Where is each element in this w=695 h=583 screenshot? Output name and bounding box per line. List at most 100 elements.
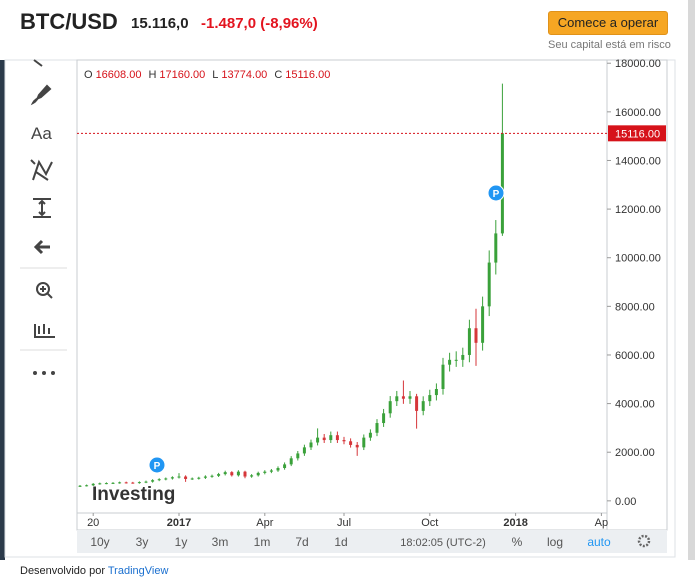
marker-label: P <box>154 461 161 472</box>
candle-body <box>448 359 452 365</box>
candle-body <box>184 476 188 479</box>
candle-body <box>349 441 353 445</box>
tool-icon[interactable] <box>33 59 43 67</box>
more-icon[interactable] <box>33 371 55 375</box>
settings-icon[interactable] <box>637 534 651 548</box>
pattern-icon[interactable] <box>30 159 53 181</box>
marker[interactable] <box>148 456 166 474</box>
candle-body <box>111 482 115 484</box>
range-button[interactable]: 10y <box>90 535 109 549</box>
candle-body <box>223 472 227 475</box>
candle-body <box>250 475 254 477</box>
candle-body <box>91 483 95 486</box>
candle-body <box>401 396 405 399</box>
range-button[interactable]: 1m <box>254 535 271 549</box>
ohlc-key: C <box>274 69 282 81</box>
candle-body <box>441 364 445 390</box>
candle-body <box>144 481 148 483</box>
watermark-brand: Investing <box>92 484 175 505</box>
brush-icon[interactable] <box>30 84 52 106</box>
y-tick-label: 18000.00 <box>615 58 661 70</box>
candle-body <box>78 485 82 487</box>
candle-body <box>329 435 333 441</box>
ohlc-key: H <box>148 69 156 81</box>
y-tick-label: 12000.00 <box>615 204 661 216</box>
candle-body <box>197 477 201 479</box>
chart-widget: Aa 0.00 2000.00 4000.00 6000.00 8000.00 10000… <box>0 0 695 560</box>
candle-body <box>289 458 293 465</box>
candle-body <box>309 442 313 448</box>
candle-body <box>118 482 122 484</box>
y-tick-label: 6000.00 <box>615 350 655 362</box>
trade-button[interactable]: Comece a operar <box>548 11 668 35</box>
marker[interactable] <box>487 184 505 202</box>
back-icon[interactable] <box>33 239 50 255</box>
y-tick-label: 10000.00 <box>615 253 661 265</box>
range-bar <box>77 530 667 553</box>
candle-body <box>190 478 194 480</box>
candle-body <box>256 472 260 476</box>
candle-body <box>335 435 339 441</box>
x-tick-label: 20 <box>87 517 99 529</box>
watermark: Investing <box>92 484 175 505</box>
candle-body <box>461 354 465 360</box>
x-tick-label: 2017 <box>167 517 191 529</box>
candle-body <box>454 359 458 361</box>
candle-body <box>151 480 155 482</box>
range-button[interactable]: 7d <box>295 535 308 549</box>
range-button[interactable]: 1y <box>175 535 188 549</box>
symbol: BTC/USD <box>20 9 118 34</box>
candle-body <box>283 464 287 469</box>
candle-body <box>388 401 392 414</box>
y-tick-label: 0.00 <box>615 496 636 508</box>
candle-body <box>104 483 108 485</box>
candle-body <box>421 401 425 411</box>
price: 15.116,0 <box>131 15 189 32</box>
candle-body <box>276 468 280 471</box>
price-label: 15116.00 <box>615 128 660 140</box>
candle-body <box>217 474 221 476</box>
candle-body <box>230 472 234 476</box>
candle-body <box>434 389 438 396</box>
candle-body <box>302 447 306 454</box>
y-tick-label: 2000.00 <box>615 447 655 459</box>
toolbar <box>30 59 55 338</box>
axis-option[interactable]: % <box>512 535 523 549</box>
range-button[interactable]: 3y <box>136 535 149 549</box>
marker-label: P <box>493 189 500 200</box>
y-tick-label: 16000.00 <box>615 107 661 119</box>
ohlc-value: 17160.00 <box>159 69 205 81</box>
bars-icon[interactable] <box>34 324 55 338</box>
candle-body <box>408 396 412 399</box>
candle-body <box>316 437 320 443</box>
y-tick-label: 4000.00 <box>615 399 655 411</box>
zoom-icon[interactable] <box>36 282 50 296</box>
range-bar-items: 10y 3y 1y 3m 1m 7d 1d 18:02:05 (UTC-2)% log auto <box>90 534 651 549</box>
candle-body <box>375 423 379 433</box>
axis-option[interactable]: auto <box>587 535 611 549</box>
candle-body <box>362 437 366 448</box>
candle-body <box>494 233 498 263</box>
price-label-box <box>608 125 666 142</box>
axis-option[interactable]: log <box>547 535 563 549</box>
candle-body <box>467 328 471 355</box>
candle-body <box>415 396 419 411</box>
footer-link[interactable]: TradingView <box>107 565 169 577</box>
measure-icon[interactable] <box>33 198 51 218</box>
footer: Desenvolvido por TradingView <box>20 565 168 577</box>
range-button[interactable]: 1d <box>334 535 347 549</box>
candle-body <box>395 396 399 402</box>
plot: 0.00 2000.00 4000.00 6000.00 8000.00 10000.00… <box>77 58 666 529</box>
candle-body <box>368 432 372 438</box>
candle-body <box>98 483 102 485</box>
x-tick-label: Ap <box>595 517 608 529</box>
candle-body <box>170 477 174 479</box>
candle-body <box>203 476 207 478</box>
ohlc-key: L <box>212 69 218 81</box>
candle-body <box>157 479 161 481</box>
y-tick-label: 8000.00 <box>615 301 655 313</box>
text-tool[interactable]: Aa <box>31 124 52 143</box>
range-button[interactable]: 3m <box>212 535 229 549</box>
candle-body <box>481 306 485 343</box>
candle-body <box>342 440 346 442</box>
